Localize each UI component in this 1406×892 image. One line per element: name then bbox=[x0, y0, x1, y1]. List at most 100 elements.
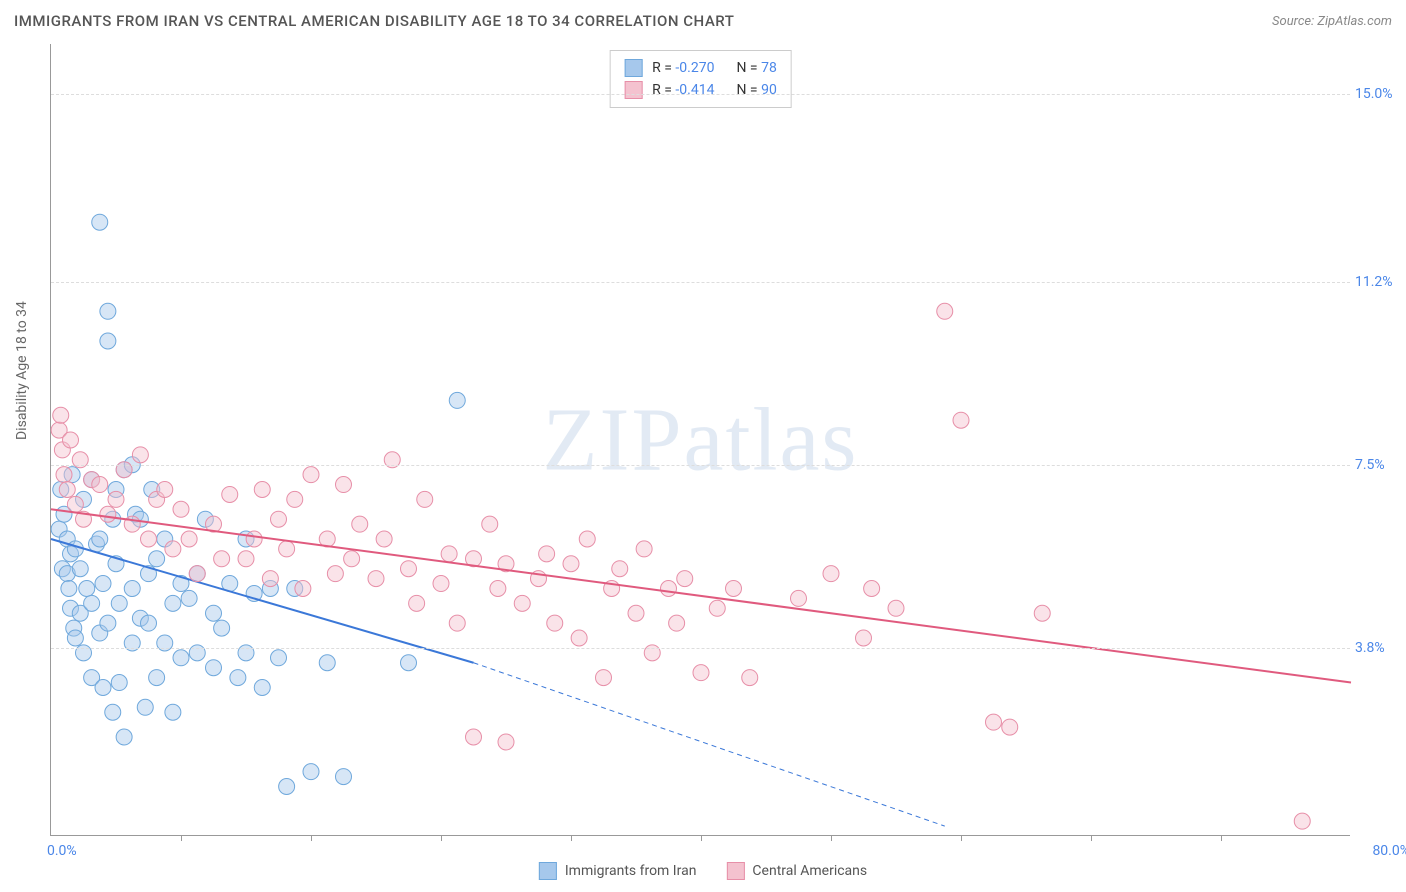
y-tick-label: 15.0% bbox=[1355, 86, 1406, 102]
data-point bbox=[95, 680, 111, 696]
data-point bbox=[141, 531, 157, 547]
data-point bbox=[677, 571, 693, 587]
data-point bbox=[433, 576, 449, 592]
data-point bbox=[206, 605, 222, 621]
data-point bbox=[181, 590, 197, 606]
data-point bbox=[327, 566, 343, 582]
data-point bbox=[449, 615, 465, 631]
data-point bbox=[116, 729, 132, 745]
x-tick bbox=[1091, 835, 1092, 841]
data-point bbox=[401, 655, 417, 671]
data-point bbox=[100, 615, 116, 631]
data-point bbox=[888, 600, 904, 616]
x-tick bbox=[831, 835, 832, 841]
legend-n-label: N = 78 bbox=[736, 60, 776, 76]
data-point bbox=[417, 491, 433, 507]
data-point bbox=[596, 670, 612, 686]
data-point bbox=[409, 595, 425, 611]
data-point bbox=[319, 655, 335, 671]
data-point bbox=[693, 665, 709, 681]
data-point bbox=[1034, 605, 1050, 621]
data-point bbox=[246, 531, 262, 547]
r-value: -0.414 bbox=[675, 82, 714, 98]
r-value: -0.270 bbox=[675, 60, 714, 76]
data-point bbox=[137, 699, 153, 715]
header: IMMIGRANTS FROM IRAN VS CENTRAL AMERICAN… bbox=[14, 12, 1392, 30]
data-point bbox=[336, 769, 352, 785]
data-point bbox=[53, 407, 69, 423]
data-point bbox=[59, 482, 75, 498]
scatter-plot bbox=[51, 44, 1350, 835]
bottom-legend-item: Immigrants from Iran bbox=[539, 862, 697, 880]
data-point bbox=[742, 670, 758, 686]
data-point bbox=[563, 556, 579, 572]
data-point bbox=[726, 581, 742, 597]
data-point bbox=[953, 412, 969, 428]
data-point bbox=[111, 595, 127, 611]
chart-title: IMMIGRANTS FROM IRAN VS CENTRAL AMERICAN… bbox=[14, 12, 734, 30]
data-point bbox=[612, 561, 628, 577]
data-point bbox=[571, 630, 587, 646]
data-point bbox=[141, 615, 157, 631]
bottom-legend-item: Central Americans bbox=[726, 862, 867, 880]
data-point bbox=[490, 581, 506, 597]
legend-swatch bbox=[726, 862, 744, 880]
data-point bbox=[222, 486, 238, 502]
data-point bbox=[173, 501, 189, 517]
trend-line-extrapolated bbox=[474, 663, 945, 826]
data-point bbox=[84, 595, 100, 611]
data-point bbox=[92, 531, 108, 547]
data-point bbox=[628, 605, 644, 621]
data-point bbox=[238, 551, 254, 567]
data-point bbox=[791, 590, 807, 606]
data-point bbox=[95, 576, 111, 592]
data-point bbox=[295, 581, 311, 597]
correlation-legend: R = -0.270 N = 78 R = -0.414N = 90 bbox=[609, 50, 792, 108]
legend-swatch bbox=[539, 862, 557, 880]
data-point bbox=[165, 541, 181, 557]
n-value: 90 bbox=[761, 82, 777, 98]
data-point bbox=[100, 303, 116, 319]
data-point bbox=[230, 670, 246, 686]
gridline bbox=[51, 282, 1350, 283]
data-point bbox=[498, 734, 514, 750]
legend-r-label: R = -0.270 bbox=[652, 60, 714, 76]
x-tick bbox=[441, 835, 442, 841]
data-point bbox=[1294, 813, 1310, 829]
data-point bbox=[254, 482, 270, 498]
data-point bbox=[79, 581, 95, 597]
x-tick bbox=[1221, 835, 1222, 841]
data-point bbox=[986, 714, 1002, 730]
data-point bbox=[61, 581, 77, 597]
data-point bbox=[92, 477, 108, 493]
data-point bbox=[441, 546, 457, 562]
data-point bbox=[661, 581, 677, 597]
data-point bbox=[344, 551, 360, 567]
y-axis-label: Disability Age 18 to 34 bbox=[14, 301, 30, 440]
gridline bbox=[51, 465, 1350, 466]
legend-swatch bbox=[624, 59, 642, 77]
x-axis-min-label: 0.0% bbox=[47, 843, 77, 859]
data-point bbox=[303, 467, 319, 483]
data-point bbox=[56, 467, 72, 483]
data-point bbox=[63, 432, 79, 448]
y-tick-label: 3.8% bbox=[1355, 640, 1406, 656]
data-point bbox=[271, 511, 287, 527]
series-label: Immigrants from Iran bbox=[565, 863, 697, 879]
data-point bbox=[287, 491, 303, 507]
data-point bbox=[636, 541, 652, 557]
data-point bbox=[67, 496, 83, 512]
data-point bbox=[1002, 719, 1018, 735]
data-point bbox=[449, 392, 465, 408]
data-point bbox=[376, 531, 392, 547]
legend-row: R = -0.414N = 90 bbox=[624, 79, 777, 101]
data-point bbox=[482, 516, 498, 532]
gridline bbox=[51, 648, 1350, 649]
data-point bbox=[165, 704, 181, 720]
data-point bbox=[124, 581, 140, 597]
data-point bbox=[67, 541, 83, 557]
data-point bbox=[206, 660, 222, 676]
data-point bbox=[368, 571, 384, 587]
x-tick bbox=[571, 835, 572, 841]
data-point bbox=[214, 551, 230, 567]
